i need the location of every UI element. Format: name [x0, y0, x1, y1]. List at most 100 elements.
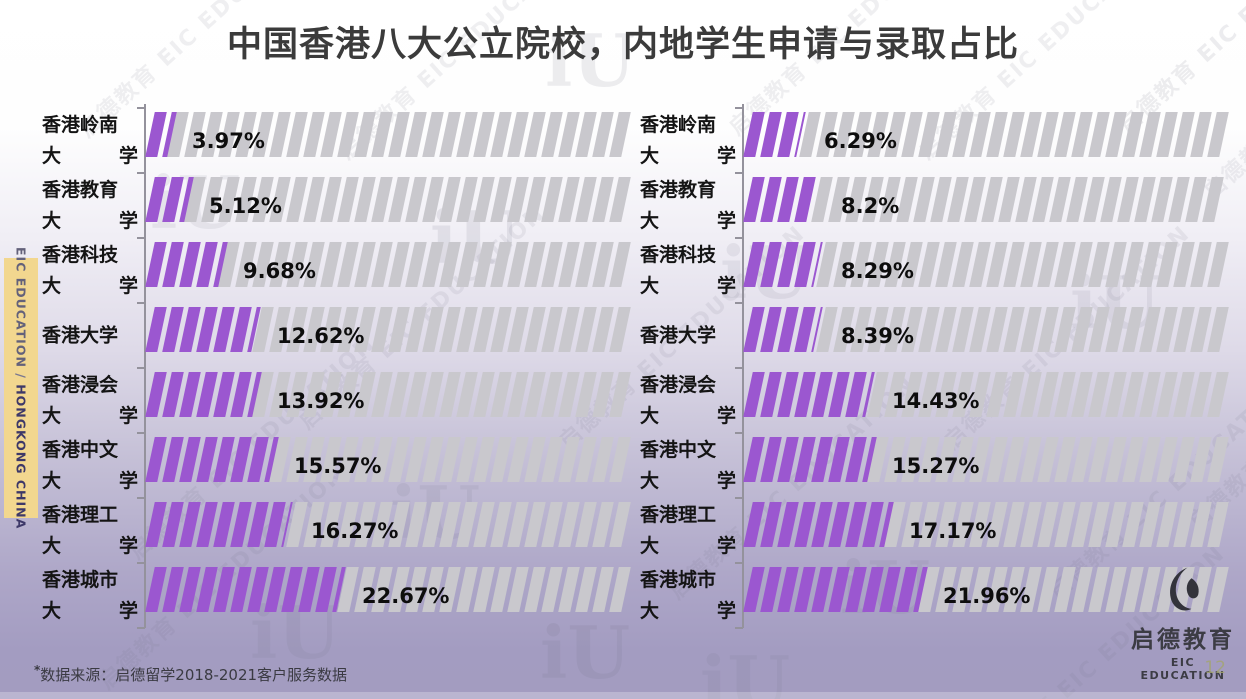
side-ribbon-text: EIC EDUCATION / HONGKONG CHINA	[14, 247, 29, 529]
bar-segment-rest	[1202, 177, 1224, 222]
bar	[743, 242, 1229, 287]
bar-segment-rest	[609, 372, 631, 417]
bottom-edge-strip	[0, 692, 1246, 699]
axis-tick	[735, 367, 743, 369]
category-label: 香港科技大学	[640, 243, 736, 297]
side-ribbon-eic: EIC EDUCATION	[13, 246, 29, 368]
bar-segment-rest	[609, 502, 631, 547]
page-number: 12	[1204, 658, 1226, 678]
category-label: 香港岭南大学	[42, 113, 138, 167]
chart-row: 香港理工大学 17.17%	[638, 498, 1234, 563]
source-asterisk: *	[34, 663, 41, 677]
value-label: 8.2%	[841, 193, 900, 218]
chart-panel-admission: 香港岭南大学 6.29% 香港教育大学 8.2% 香港科技大学 8.29% 香港大学 8.39…	[638, 95, 1234, 629]
value-label: 9.68%	[243, 258, 316, 283]
bar	[145, 372, 631, 417]
value-label: 12.62%	[277, 323, 365, 348]
side-ribbon: EIC EDUCATION / HONGKONG CHINA	[4, 247, 38, 529]
category-label: 香港城市大学	[42, 568, 138, 622]
axis-tick	[137, 172, 145, 174]
axis-line	[144, 104, 146, 628]
axis-tick	[735, 237, 743, 239]
axis-tick	[137, 497, 145, 499]
brand-logo-cn: 启德教育	[1131, 627, 1235, 653]
brand-logo-en: EIC EDUCATION	[1140, 656, 1226, 682]
bar	[743, 177, 1224, 222]
category-label: 香港理工大学	[640, 503, 736, 557]
bar-segment-rest	[1207, 307, 1229, 352]
value-label: 3.97%	[192, 128, 265, 153]
chart-row: 香港教育大学 8.2%	[638, 173, 1234, 238]
axis-tick	[735, 432, 743, 434]
bar-segment-rest	[1207, 372, 1229, 417]
page-title: 中国香港八大公立院校，内地学生申请与录取占比	[226, 25, 1019, 65]
chart-row: 香港理工大学 16.27%	[40, 498, 636, 563]
chart-row: 香港城市大学 21.96%	[638, 563, 1234, 628]
value-label: 17.17%	[909, 518, 997, 543]
bar	[145, 307, 631, 352]
category-label: 香港大学	[640, 324, 717, 346]
axis-tick	[137, 237, 145, 239]
value-label: 21.96%	[943, 583, 1031, 608]
category-label: 香港浸会大学	[640, 373, 736, 427]
category-label: 香港大学	[42, 324, 119, 346]
bar-segment-rest	[609, 177, 631, 222]
axis-tick	[735, 562, 743, 564]
category-label: 香港教育大学	[42, 178, 138, 232]
axis-tick	[735, 172, 743, 174]
value-label: 6.29%	[824, 128, 897, 153]
axis-tick	[137, 302, 145, 304]
bar	[743, 437, 1229, 482]
category-label: 香港浸会大学	[42, 373, 138, 427]
source-text: 数据来源：启德留学2018-2021客户服务数据	[40, 666, 348, 684]
side-ribbon-region: HONGKONG CHINA	[13, 384, 29, 530]
chart-row: 香港科技大学 8.29%	[638, 238, 1234, 303]
axis-tick	[137, 627, 145, 629]
category-label: 香港中文大学	[42, 438, 138, 492]
chart-row: 香港岭南大学 3.97%	[40, 108, 636, 173]
value-label: 15.57%	[294, 453, 382, 478]
axis-tick	[735, 107, 743, 109]
category-label: 香港岭南大学	[640, 113, 736, 167]
chart-row: 香港浸会大学 13.92%	[40, 368, 636, 433]
category-label: 香港理工大学	[42, 503, 138, 557]
value-label: 16.27%	[311, 518, 399, 543]
bar-segment-rest	[1207, 242, 1229, 287]
bar-segment-rest	[609, 112, 631, 157]
axis-line	[742, 104, 744, 628]
bar-segment-rest	[609, 567, 631, 612]
bar-segment-rest	[1207, 437, 1229, 482]
chart-row: 香港教育大学 5.12%	[40, 173, 636, 238]
chart-row: 香港中文大学 15.27%	[638, 433, 1234, 498]
bar	[145, 437, 631, 482]
bar-segment-rest	[609, 242, 631, 287]
eic-logo-icon	[1170, 567, 1199, 611]
axis-tick	[137, 562, 145, 564]
chart-row: 香港科技大学 9.68%	[40, 238, 636, 303]
chart-row: 香港浸会大学 14.43%	[638, 368, 1234, 433]
chart-row: 香港城市大学 22.67%	[40, 563, 636, 628]
value-label: 13.92%	[277, 388, 365, 413]
axis-tick	[137, 367, 145, 369]
bar-segment-rest	[609, 307, 631, 352]
bar-segment-rest	[1207, 112, 1229, 157]
axis-tick	[735, 627, 743, 629]
category-label: 香港科技大学	[42, 243, 138, 297]
brand-logo: 启德教育 EIC EDUCATION	[1128, 566, 1238, 682]
axis-tick	[735, 302, 743, 304]
bar	[743, 112, 1229, 157]
bar-segment-rest	[609, 437, 631, 482]
value-label: 14.43%	[892, 388, 980, 413]
chart-row: 香港大学 12.62%	[40, 303, 636, 368]
watermark-monogram-icon: iU	[700, 640, 791, 699]
data-source-note: *数据来源：启德留学2018-2021客户服务数据	[34, 663, 347, 685]
bar-segment-rest	[1207, 502, 1229, 547]
bar	[743, 307, 1229, 352]
chart-panel-application: 香港岭南大学 3.97% 香港教育大学 5.12% 香港科技大学 9.68% 香港大学 12.…	[40, 95, 636, 629]
category-label: 香港教育大学	[640, 178, 736, 232]
axis-tick	[137, 432, 145, 434]
category-label: 香港城市大学	[640, 568, 736, 622]
chart-row: 香港中文大学 15.57%	[40, 433, 636, 498]
side-ribbon-separator: /	[13, 367, 29, 385]
category-label: 香港中文大学	[640, 438, 736, 492]
